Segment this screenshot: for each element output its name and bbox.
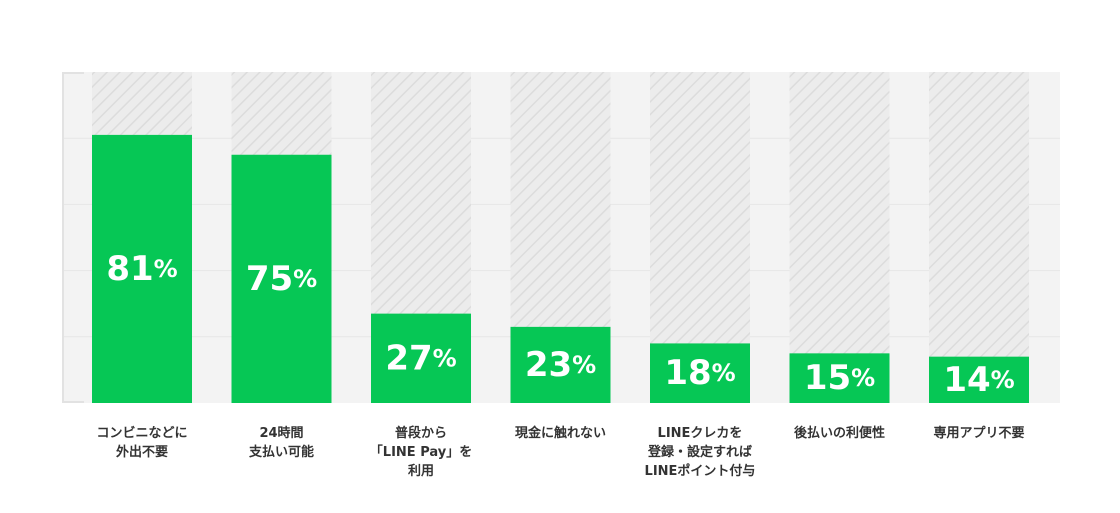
category-label: 現金に触れない [514,426,606,441]
category-label: LINEクレカを 登録・設定すれば LINEポイント付与 [644,426,756,479]
bar [371,313,471,403]
bar-value-label: 18% [664,353,735,393]
category-label: 普段から 「LINE Pay」を 利用 [369,426,473,479]
category-label: 専用アプリ不要 [933,426,1025,441]
bar-track [789,72,890,403]
bar-value-label: 27% [385,338,456,378]
bar-value-label: 23% [525,345,596,385]
bar-track [929,72,1029,403]
bar [650,343,750,403]
category-label: 後払いの利便性 [793,426,885,441]
bar [929,356,1029,403]
bar-value-label: 15% [804,358,875,398]
bar [510,326,611,403]
bar-value-label: 75% [246,259,317,299]
bar-value-label: 14% [943,360,1014,400]
y-axis-bracket [62,72,84,403]
category-label: コンビニなどに 外出不要 [96,426,188,460]
bar [92,134,192,403]
category-label: 24時間 支払い可能 [248,426,314,460]
bar [231,154,332,403]
bar [789,353,890,403]
bar-value-label: 81% [106,249,177,289]
